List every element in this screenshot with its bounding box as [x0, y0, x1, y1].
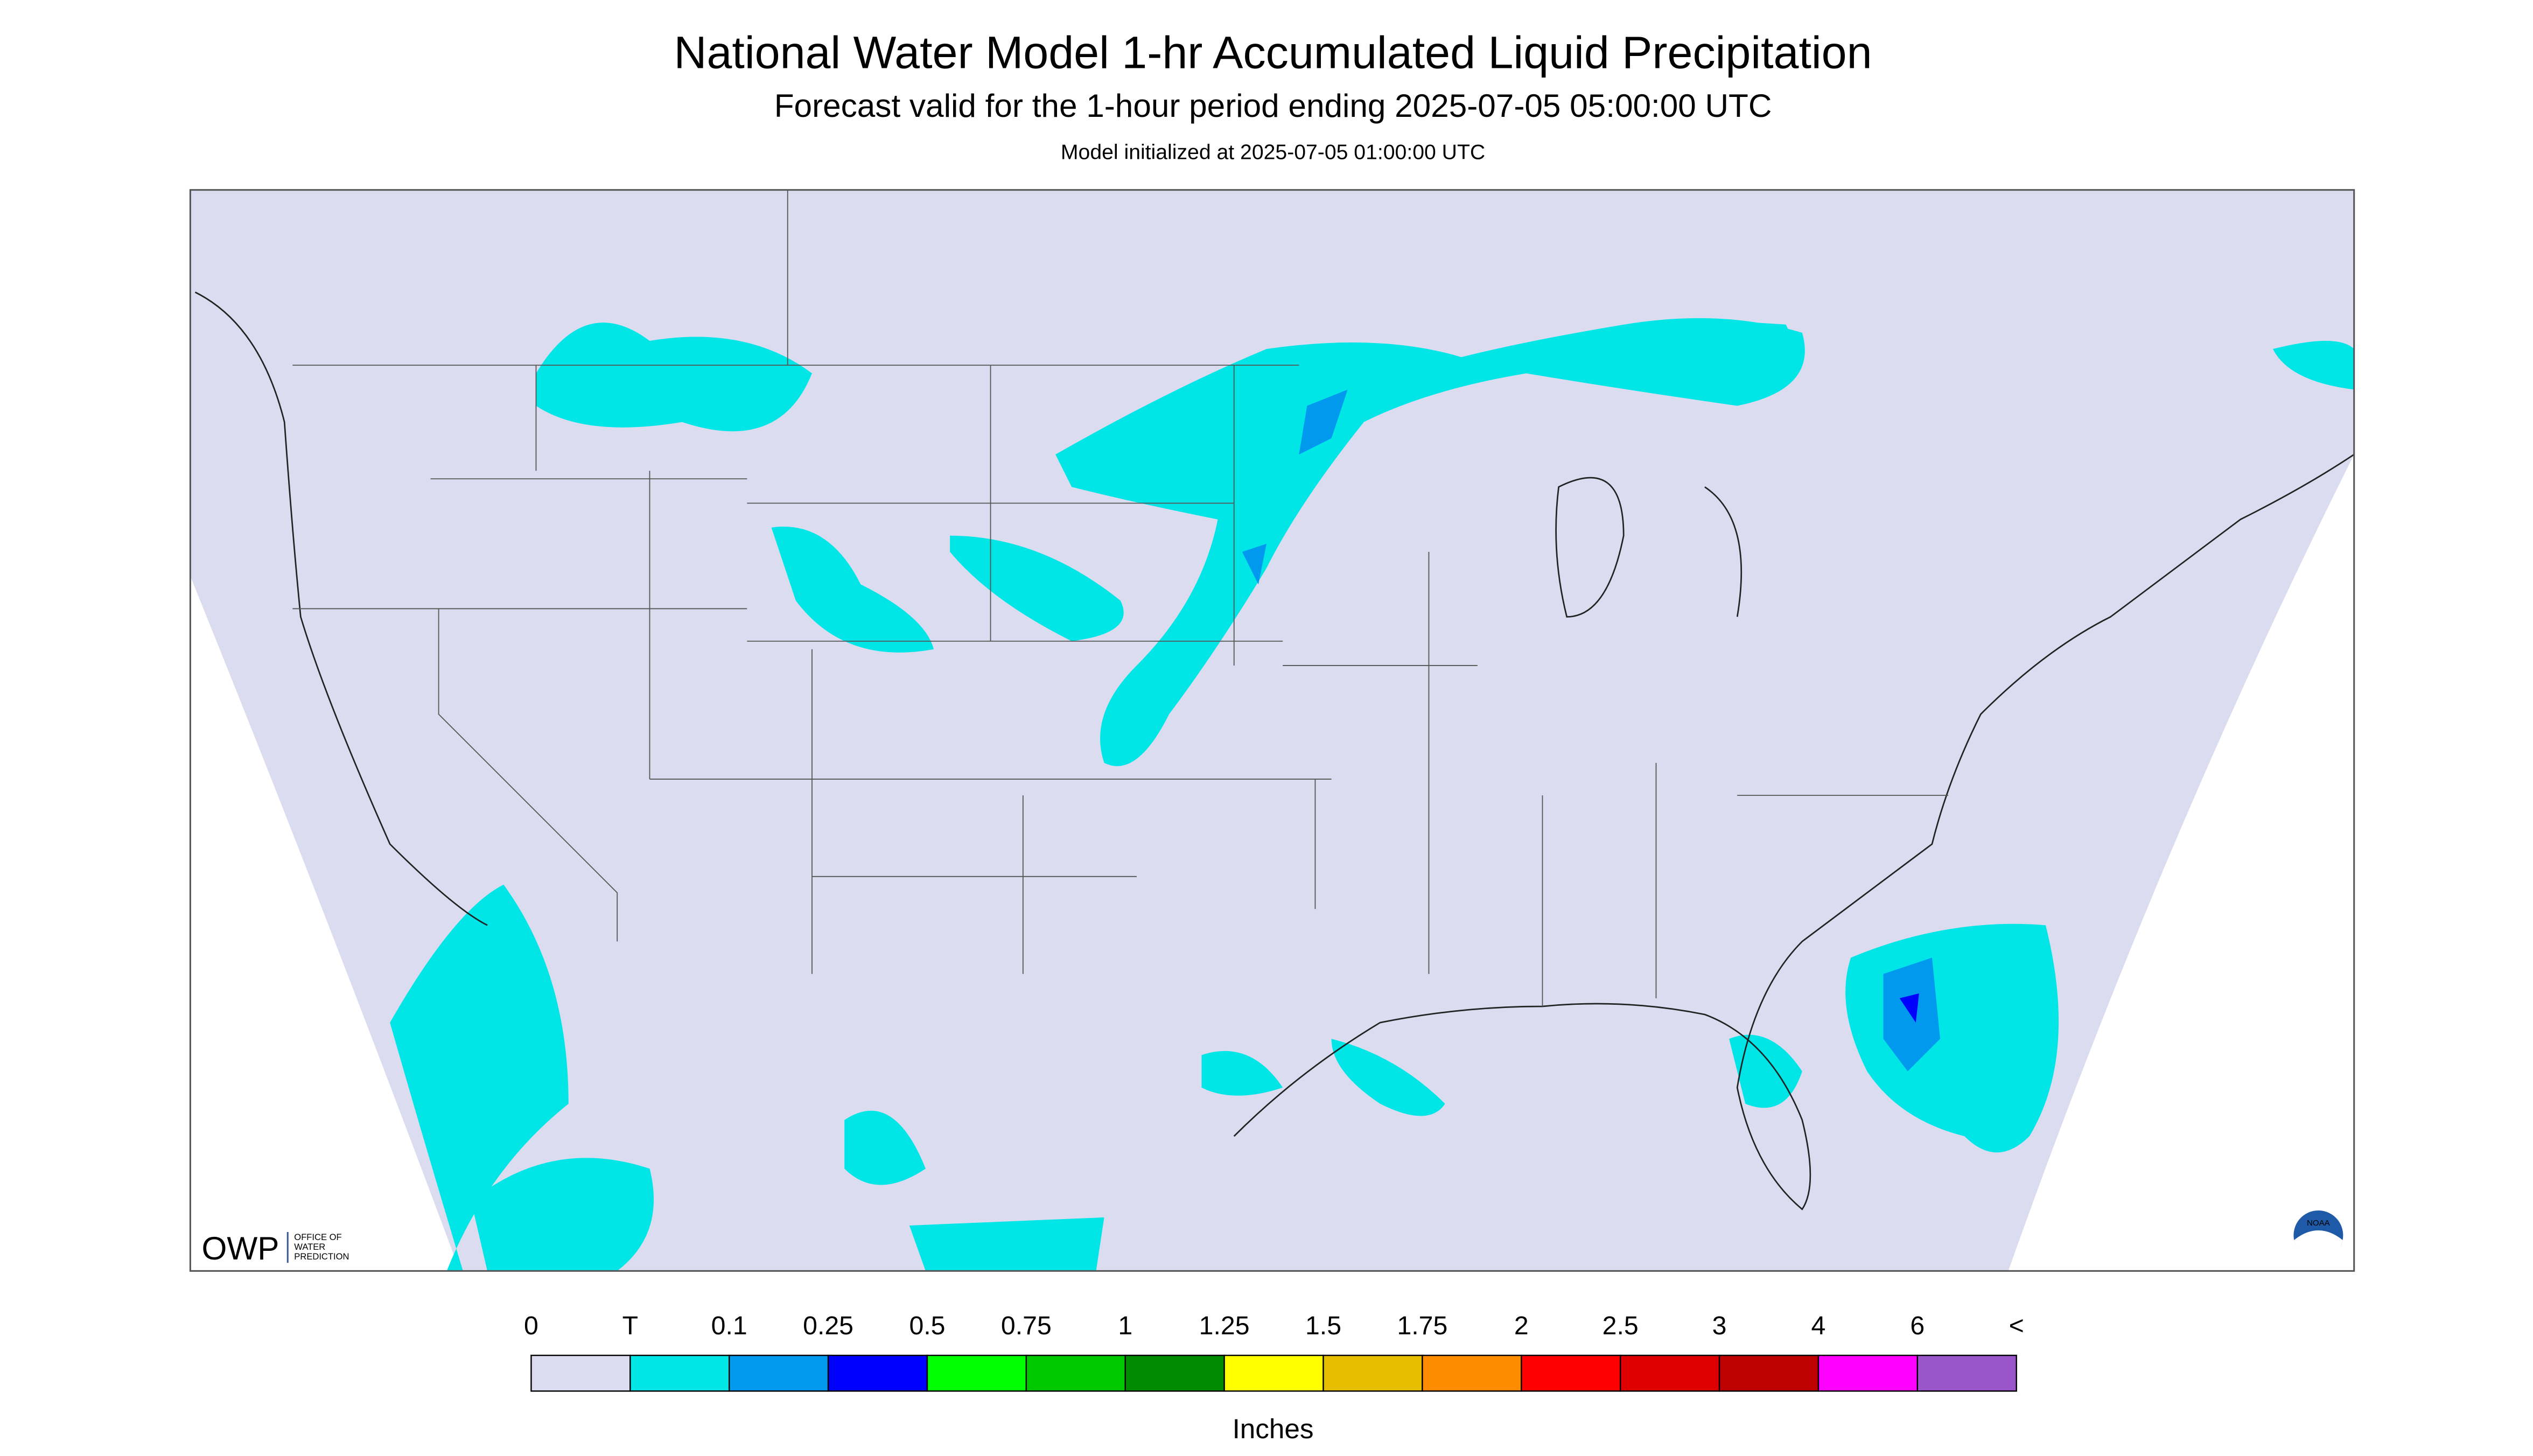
legend-swatch: [1521, 1354, 1621, 1392]
legend-swatch: [1817, 1354, 1919, 1392]
legend-label: 1.75: [1397, 1311, 1447, 1340]
legend-label: 1: [1118, 1311, 1132, 1340]
legend-swatch: [926, 1354, 1027, 1392]
legend-label: 0.5: [909, 1311, 945, 1340]
logo-name: WATER: [294, 1242, 325, 1252]
logo-acronym: OWP: [201, 1230, 279, 1266]
legend-swatch: [629, 1354, 730, 1392]
projection-edge: [190, 576, 460, 1271]
map: OWP OFFICE OF WATER PREDICTION NOAA: [189, 189, 2355, 1272]
projection-edge: [2008, 454, 2354, 1271]
legend-label: 1.25: [1199, 1311, 1250, 1340]
legend-label: 6: [1910, 1311, 1925, 1340]
legend-swatch: [1323, 1354, 1423, 1392]
legend-label: 0.75: [1001, 1311, 1052, 1340]
legend-label: 0.1: [711, 1311, 747, 1340]
legend-label: 2.5: [1603, 1311, 1639, 1340]
legend-swatch: [530, 1354, 631, 1392]
legend-swatch: [1025, 1354, 1126, 1392]
boundaries: [194, 190, 2355, 1210]
subtitle: Forecast valid for the 1-hour period end…: [774, 87, 1772, 124]
precipitation: [390, 318, 2354, 1271]
logo-name: PREDICTION: [294, 1251, 349, 1262]
legend-swatch: [1223, 1354, 1324, 1392]
legend-label: <: [2009, 1311, 2024, 1340]
noaa-text: NOAA: [2307, 1219, 2331, 1228]
legend-label: 4: [1811, 1311, 1826, 1340]
legend-swatch: [728, 1354, 829, 1392]
legend: 0 T 0.1 0.25 0.5 0.75 1 1.25 1.5 1.75 2 2.5 3 4 6 <: [524, 1311, 2024, 1392]
legend-label: 0.25: [803, 1311, 853, 1340]
legend-swatch: [1619, 1354, 1720, 1392]
init-note: Model initialized at 2025-07-05 01:00:00…: [1061, 141, 1485, 164]
legend-swatch: [827, 1354, 928, 1392]
owp-logo: OWP OFFICE OF WATER PREDICTION: [201, 1230, 349, 1266]
noaa-logo: NOAA: [2291, 1208, 2346, 1263]
legend-label: 3: [1712, 1311, 1727, 1340]
map-frame: [189, 189, 2355, 1272]
logo-name: OFFICE OF: [294, 1232, 341, 1242]
legend-unit: Inches: [1233, 1413, 1314, 1444]
title: National Water Model 1-hr Accumulated Li…: [674, 27, 1872, 78]
noaa-wave: [2294, 1230, 2343, 1262]
legend-swatch: [1916, 1354, 2017, 1392]
legend-label: T: [622, 1311, 638, 1340]
legend-label: 1.5: [1305, 1311, 1341, 1340]
legend-label: 0: [524, 1311, 538, 1340]
legend-swatch: [1718, 1354, 1820, 1392]
legend-swatch: [1124, 1354, 1225, 1392]
legend-swatch: [1422, 1354, 1522, 1392]
legend-label: 2: [1514, 1311, 1529, 1340]
